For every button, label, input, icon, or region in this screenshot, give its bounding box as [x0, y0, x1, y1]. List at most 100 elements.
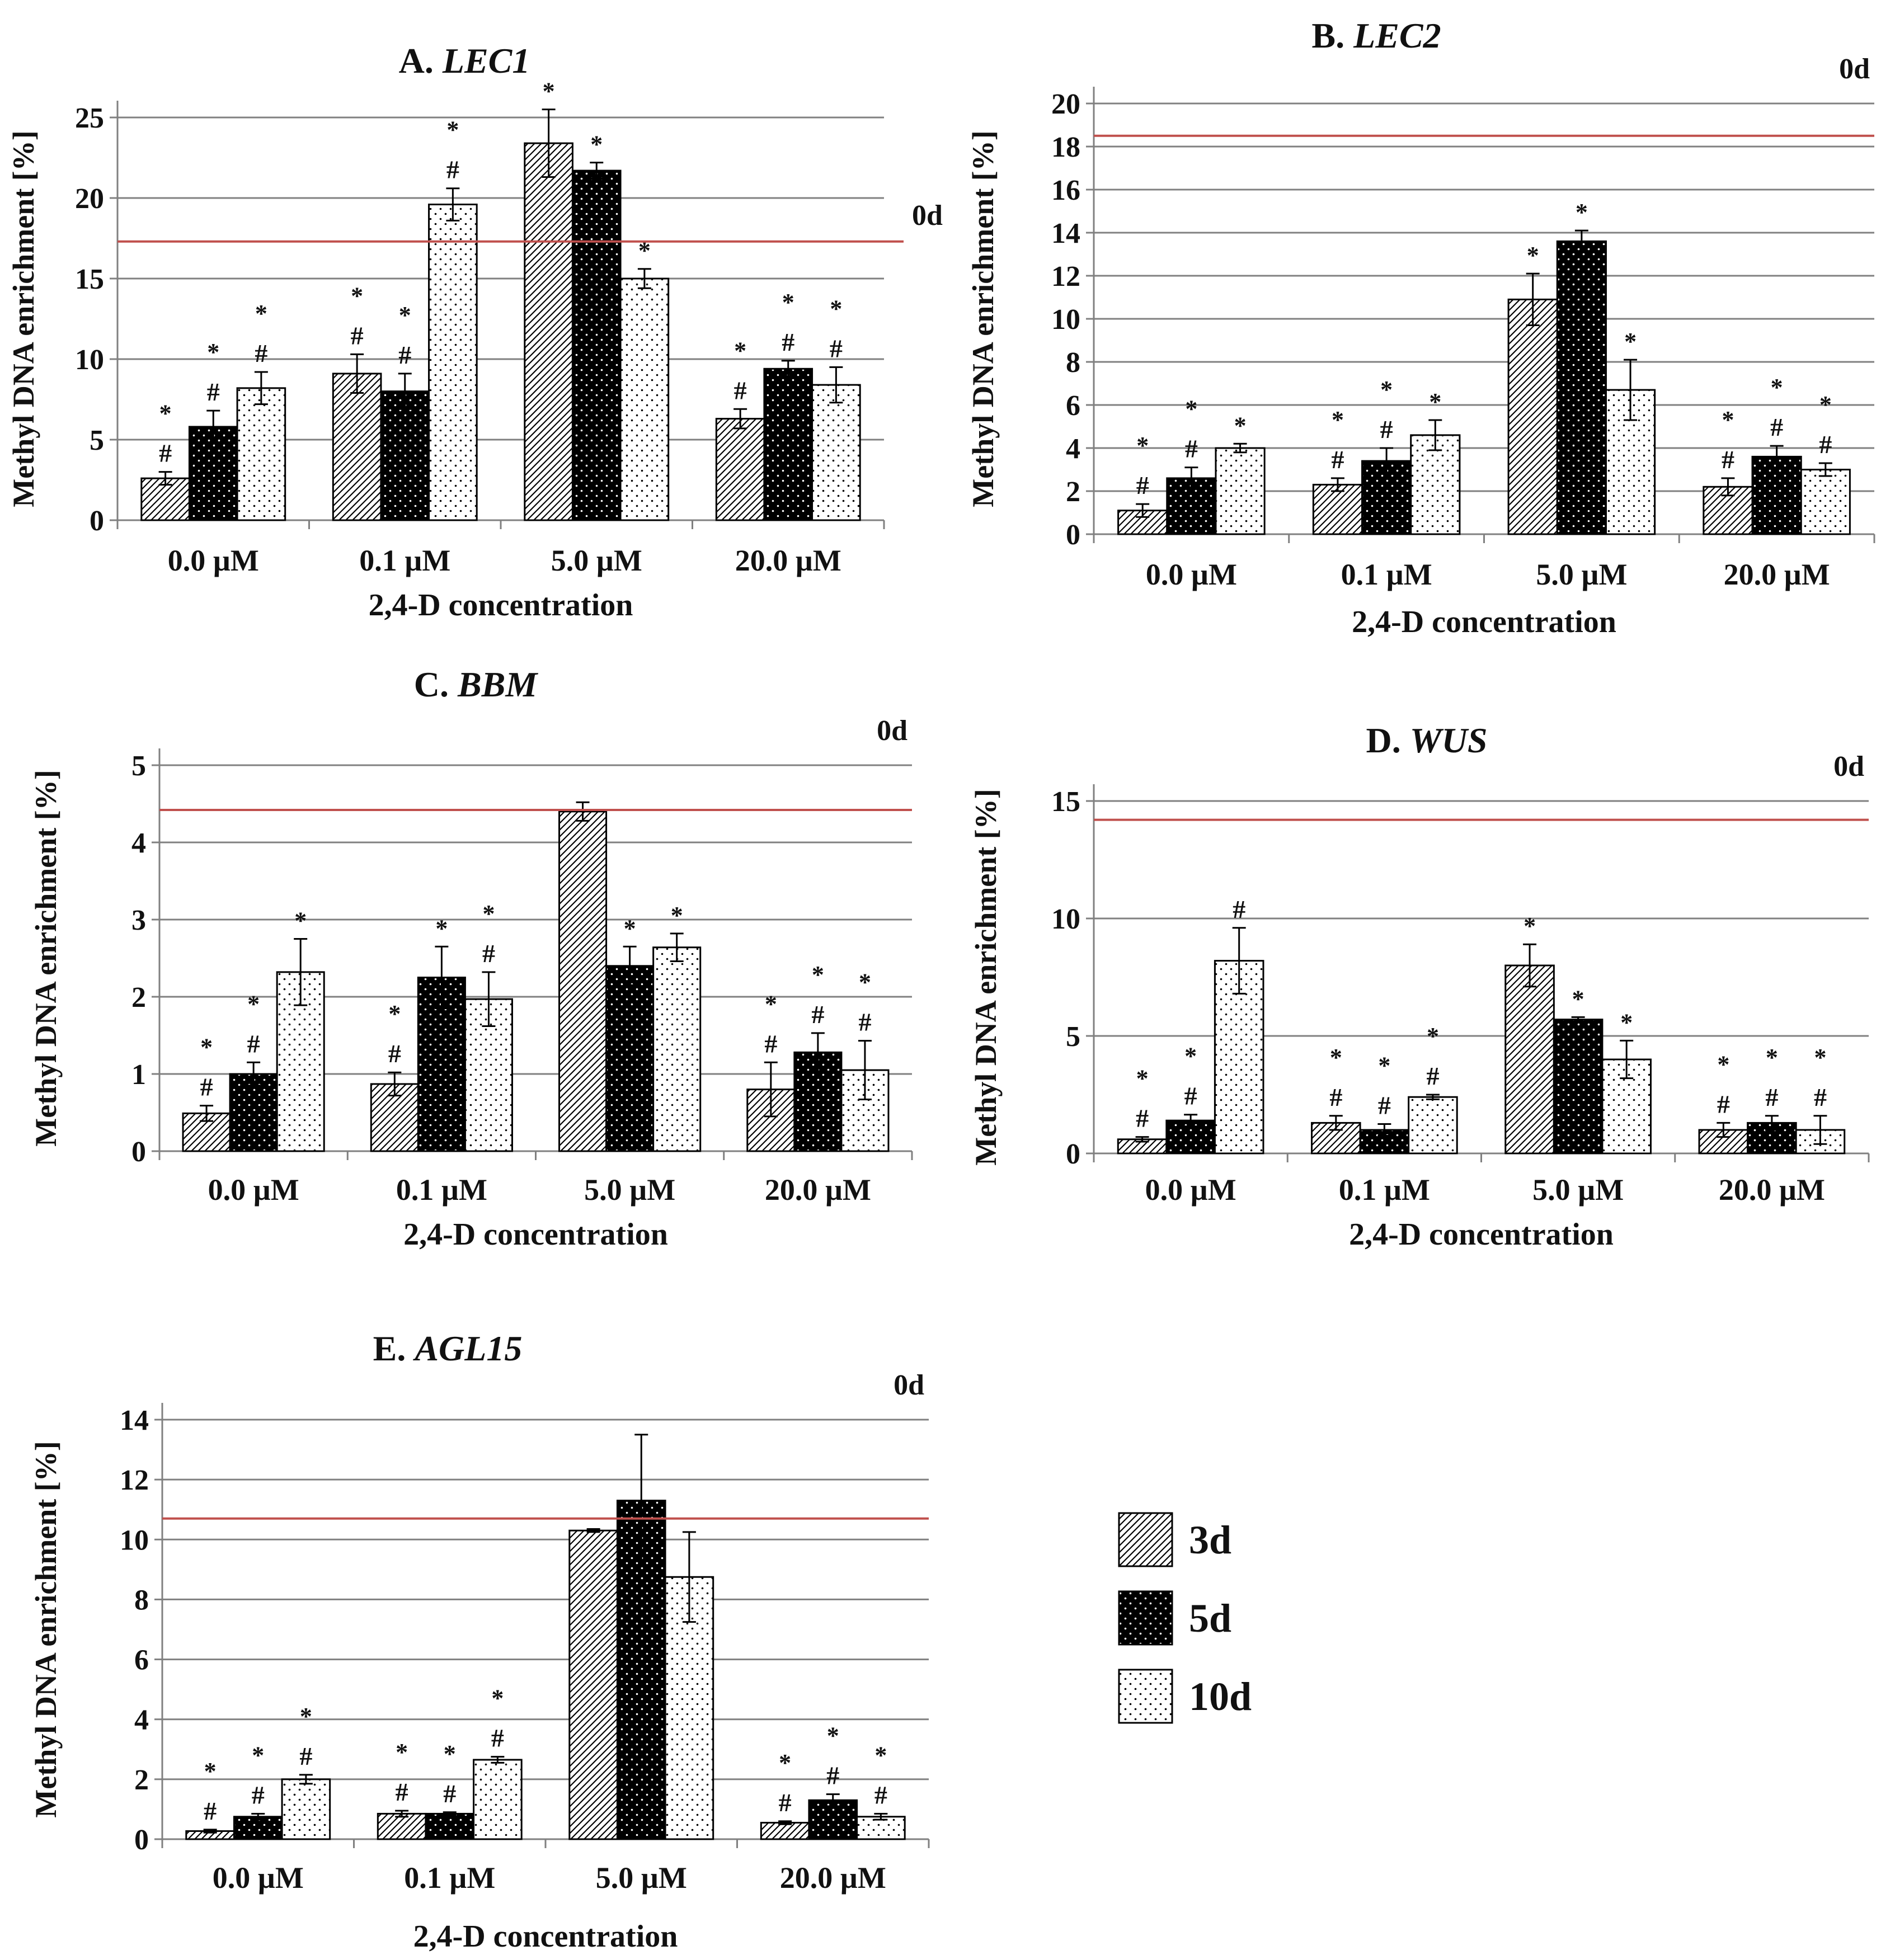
y-tick-label: 8 — [1066, 347, 1080, 379]
y-tick-label: 12 — [1051, 261, 1080, 293]
chart-title-gene: LEC1 — [442, 41, 530, 81]
significance-hash: # — [207, 378, 220, 406]
chart-title: C. BBM — [414, 665, 539, 704]
x-tick-label: 20.0 µM — [735, 544, 841, 577]
y-axis-label: Methyl DNA enrichment [%] — [29, 770, 63, 1146]
significance-hash: # — [782, 328, 794, 356]
significance-hash: # — [1136, 471, 1149, 500]
x-tick-label: 0.0 µM — [208, 1173, 299, 1207]
x-tick-label: 0.0 µM — [168, 544, 259, 577]
significance-hash: # — [491, 1724, 504, 1752]
significance-star: * — [1332, 406, 1344, 434]
significance-star: * — [1576, 199, 1588, 226]
significance-hash: # — [779, 1788, 792, 1817]
significance-hash: # — [1331, 445, 1344, 474]
significance-star: * — [859, 969, 871, 996]
significance-star: * — [1185, 395, 1197, 423]
significance-hash: # — [1185, 435, 1198, 463]
chart-title-letter: A. — [399, 41, 443, 81]
x-tick-label: 20.0 µM — [780, 1861, 886, 1895]
y-tick-label: 10 — [1051, 903, 1080, 935]
significance-star: * — [827, 1722, 839, 1750]
bar-5d — [380, 390, 430, 521]
significance-hash: # — [1378, 1091, 1391, 1120]
significance-star: * — [351, 282, 363, 309]
y-tick-label: 4 — [131, 827, 146, 859]
significance-star: * — [396, 1738, 408, 1766]
chart-bbm: 0 1 2 3 4 5 0.0 µM 0.1 µM 5.0 µM 20.0 µM # * # * # * # * *… — [29, 665, 913, 1252]
y-axis-label: Methyl DNA enrichment [%] — [29, 1441, 63, 1817]
significance-hash: # — [252, 1780, 265, 1809]
significance-hash: # — [1814, 1083, 1827, 1111]
x-tick-label: 0.1 µM — [396, 1173, 487, 1207]
y-tick-label: 0 — [1066, 1138, 1080, 1170]
significance-star: * — [1136, 432, 1149, 459]
bar-10d — [1800, 469, 1851, 535]
bar-10d — [1215, 447, 1266, 535]
bar-3d — [524, 142, 573, 521]
y-tick-label: 3 — [131, 904, 146, 936]
chart-title: A. LEC1 — [399, 41, 530, 81]
legend-swatch-5d — [1118, 1590, 1173, 1646]
bar-10d — [428, 204, 478, 521]
significance-hash: # — [388, 1039, 401, 1068]
significance-star: * — [638, 237, 651, 265]
significance-star: * — [300, 1703, 312, 1730]
significance-star: * — [1136, 1065, 1149, 1092]
significance-hash: # — [1233, 895, 1245, 924]
y-axis-label: Methyl DNA enrichment [%] — [966, 130, 1000, 507]
y-tick-label: 1 — [131, 1059, 146, 1091]
x-tick-label: 0.0 µM — [213, 1861, 304, 1895]
significance-star: * — [1429, 388, 1441, 416]
significance-hash: # — [1136, 1104, 1149, 1133]
x-tick-label: 20.0 µM — [765, 1173, 871, 1207]
significance-hash: # — [811, 1000, 824, 1029]
y-tick-label: 18 — [1051, 131, 1080, 163]
y-tick-label: 0 — [1066, 519, 1080, 551]
significance-hash: # — [396, 1778, 408, 1806]
y-tick-label: 8 — [134, 1584, 149, 1616]
significance-star: * — [1814, 1044, 1826, 1071]
y-tick-label: 15 — [75, 263, 104, 295]
significance-hash: # — [858, 1008, 871, 1036]
chart-title-gene: AGL15 — [412, 1328, 522, 1368]
significance-hash: # — [1184, 1082, 1197, 1110]
significance-star: * — [1234, 412, 1247, 439]
significance-hash: # — [159, 439, 172, 468]
y-tick-label: 4 — [134, 1704, 149, 1736]
significance-star: * — [1523, 912, 1536, 940]
y-tick-label: 2 — [134, 1764, 149, 1796]
significance-star: * — [159, 400, 172, 427]
legend-label-5d: 5d — [1189, 1596, 1231, 1641]
significance-star: * — [765, 990, 777, 1017]
y-tick-label: 5 — [90, 425, 104, 456]
bar-3d — [377, 1812, 427, 1840]
y-tick-label: 6 — [1066, 390, 1080, 422]
significance-star: * — [482, 900, 495, 927]
x-axis-label: 2,4-D concentration — [369, 588, 633, 623]
significance-hash: # — [1426, 1062, 1439, 1090]
chart-title-letter: D. — [1366, 720, 1410, 760]
significance-hash: # — [299, 1742, 312, 1770]
significance-hash: # — [446, 156, 459, 184]
significance-star: * — [388, 1000, 401, 1028]
bar-3d — [568, 1529, 618, 1840]
significance-hash: # — [1329, 1083, 1342, 1111]
x-tick-label: 0.0 µM — [1145, 1173, 1236, 1207]
chart-lec2: 0 2 4 6 8 10 12 14 16 18 20 0.0 µM 0.1 µM 5.0 µM 20.0 … — [966, 16, 1875, 639]
y-axis-label: Methyl DNA enrichment [%] — [969, 789, 1003, 1165]
x-tick-label: 5.0 µM — [596, 1861, 687, 1895]
significance-star: * — [252, 1741, 264, 1769]
bar-5d — [1553, 1019, 1604, 1155]
x-tick-label: 5.0 µM — [1532, 1173, 1624, 1207]
reference-line-label: 0d — [1833, 751, 1864, 783]
significance-star: * — [200, 1034, 213, 1061]
y-tick-label: 4 — [1066, 433, 1080, 465]
bar-10d — [276, 971, 325, 1152]
bar-10d — [1410, 434, 1461, 535]
significance-hash: # — [1770, 413, 1783, 441]
significance-hash: # — [443, 1779, 456, 1808]
significance-star: * — [491, 1685, 504, 1712]
significance-hash: # — [482, 939, 495, 968]
bar-5d — [1556, 240, 1607, 535]
